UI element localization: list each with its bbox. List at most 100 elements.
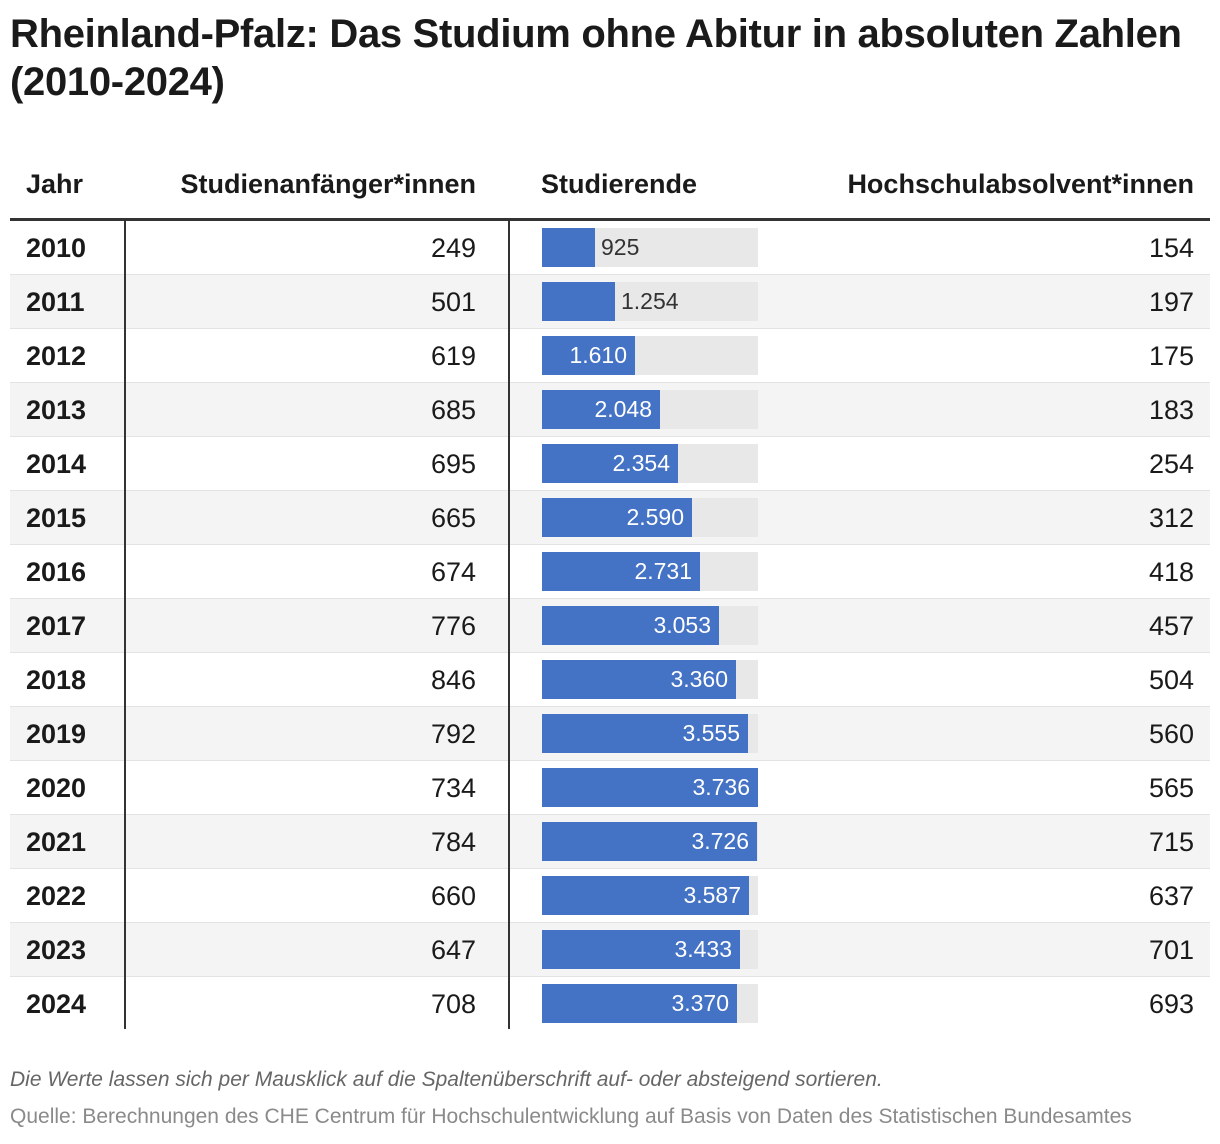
studierende-bar — [542, 714, 748, 753]
studienanfaenger-cell: 665 — [430, 503, 476, 533]
absolventen-cell: 183 — [1148, 395, 1194, 425]
studierende-bar-track: 2.048 — [542, 390, 758, 429]
absolventen-cell: 418 — [1148, 557, 1194, 587]
studierende-bar-label: 2.048 — [594, 396, 652, 422]
year-cell: 2021 — [26, 827, 87, 857]
absolventen-cell: 504 — [1148, 665, 1194, 695]
column-header-studierende[interactable]: Studierende — [541, 169, 698, 199]
studierende-bar-track: 3.726 — [542, 822, 758, 861]
year-cell: 2014 — [26, 449, 87, 479]
table-row: 2013 685 2.048 183 — [10, 383, 1210, 437]
table-row: 2019 792 3.555 560 — [10, 707, 1210, 761]
absolventen-cell: 457 — [1148, 611, 1194, 641]
studierende-bar — [542, 930, 740, 969]
studierende-bar-label: 2.354 — [612, 450, 670, 476]
table-header: Jahr Studienanfänger*innen Studierende H… — [10, 158, 1210, 221]
studienanfaenger-cell: 708 — [430, 989, 476, 1019]
table-row: 2022 660 3.587 637 — [10, 869, 1210, 923]
year-cell: 2010 — [26, 233, 87, 263]
studierende-bar-track: 3.433 — [542, 930, 758, 969]
studierende-bar — [542, 984, 737, 1023]
year-cell: 2022 — [26, 881, 87, 911]
studienanfaenger-cell: 776 — [430, 611, 476, 641]
table-row: 2017 776 3.053 457 — [10, 599, 1210, 653]
studienanfaenger-cell: 784 — [430, 827, 476, 857]
studierende-bar-label: 3.726 — [691, 828, 749, 854]
source-note: Quelle: Berechnungen des CHE Centrum für… — [10, 1105, 1132, 1128]
studierende-bar — [542, 228, 595, 267]
studienanfaenger-cell: 619 — [430, 341, 476, 371]
studierende-bar — [542, 498, 692, 537]
studierende-bar-track: 1.254 — [542, 282, 758, 321]
sort-hint-note: Die Werte lassen sich per Mausklick auf … — [10, 1068, 883, 1091]
studierende-bar-label: 3.736 — [692, 774, 750, 800]
table-row: 2020 734 3.736 565 — [10, 761, 1210, 815]
chart-title: Rheinland-Pfalz: Das Studium ohne Abitur… — [10, 12, 1182, 104]
absolventen-cell: 175 — [1148, 341, 1194, 371]
studienanfaenger-cell: 695 — [430, 449, 476, 479]
year-cell: 2013 — [26, 395, 87, 425]
table-row: 2014 695 2.354 254 — [10, 437, 1210, 491]
studierende-bar — [542, 822, 757, 861]
year-cell: 2024 — [26, 989, 87, 1019]
year-column-divider — [124, 221, 126, 1029]
absolventen-cell: 560 — [1148, 719, 1194, 749]
studierende-bar-label: 3.053 — [653, 612, 711, 638]
studierende-bar-track: 3.053 — [542, 606, 758, 645]
studienanfaenger-cell: 734 — [430, 773, 476, 803]
column-header-year[interactable]: Jahr — [26, 169, 84, 199]
studierende-bar-label: 2.590 — [626, 504, 684, 530]
column-header-absolventen[interactable]: Hochschulabsolvent*innen — [847, 169, 1194, 199]
studierende-bar — [542, 876, 749, 915]
studierende-bar — [542, 444, 678, 483]
studierende-bar — [542, 606, 719, 645]
absolventen-cell: 637 — [1148, 881, 1194, 911]
studierende-bar-track: 3.555 — [542, 714, 758, 753]
studierende-bar-track: 2.731 — [542, 552, 758, 591]
studienanfaenger-cell: 501 — [430, 287, 476, 317]
studierende-bar — [542, 552, 700, 591]
table-row: 2012 619 1.610 175 — [10, 329, 1210, 383]
studierende-bar-label: 2.731 — [634, 558, 692, 584]
studienanfaenger-cell: 846 — [430, 665, 476, 695]
studienanfaenger-cell: 647 — [430, 935, 476, 965]
studierende-bar — [542, 660, 736, 699]
studierende-bar-track: 3.370 — [542, 984, 758, 1023]
year-cell: 2017 — [26, 611, 87, 641]
studierende-bar-label: 3.370 — [671, 990, 729, 1016]
studierende-bar-label: 925 — [601, 234, 640, 260]
year-cell: 2018 — [26, 665, 87, 695]
studierende-bar-track: 2.354 — [542, 444, 758, 483]
studierende-bar-track: 3.360 — [542, 660, 758, 699]
studierende-bar — [542, 390, 660, 429]
studierende-bar-track: 3.587 — [542, 876, 758, 915]
studierende-bar-label: 3.555 — [682, 720, 740, 746]
absolventen-cell: 693 — [1148, 989, 1194, 1019]
table-row: 2024 708 3.370 693 — [10, 977, 1210, 1031]
year-cell: 2015 — [26, 503, 87, 533]
studienanfaenger-cell: 792 — [430, 719, 476, 749]
studierende-bar-track: 1.610 — [542, 336, 758, 375]
studienanfaenger-cell: 685 — [430, 395, 476, 425]
year-cell: 2023 — [26, 935, 87, 965]
studierende-bar-label: 1.610 — [569, 342, 627, 368]
absolventen-cell: 565 — [1148, 773, 1194, 803]
studierende-bar — [542, 282, 615, 321]
studienanfaenger-cell: 660 — [430, 881, 476, 911]
studierende-bar — [542, 336, 635, 375]
table-row: 2021 784 3.726 715 — [10, 815, 1210, 869]
year-cell: 2016 — [26, 557, 87, 587]
year-cell: 2012 — [26, 341, 87, 371]
studierende-bar-label: 3.587 — [683, 882, 741, 908]
table-row: 2023 647 3.433 701 — [10, 923, 1210, 977]
studierende-bar — [542, 768, 758, 807]
table-row: 2018 846 3.360 504 — [10, 653, 1210, 707]
bar-column-divider — [508, 221, 510, 1029]
studierende-bar-label: 3.360 — [670, 666, 728, 692]
studierende-bar-label: 3.433 — [674, 936, 732, 962]
year-cell: 2020 — [26, 773, 87, 803]
studierende-bar-track: 925 — [542, 228, 758, 267]
column-header-studienanfaenger[interactable]: Studienanfänger*innen — [180, 169, 476, 199]
absolventen-cell: 312 — [1148, 503, 1194, 533]
absolventen-cell: 154 — [1148, 233, 1194, 263]
